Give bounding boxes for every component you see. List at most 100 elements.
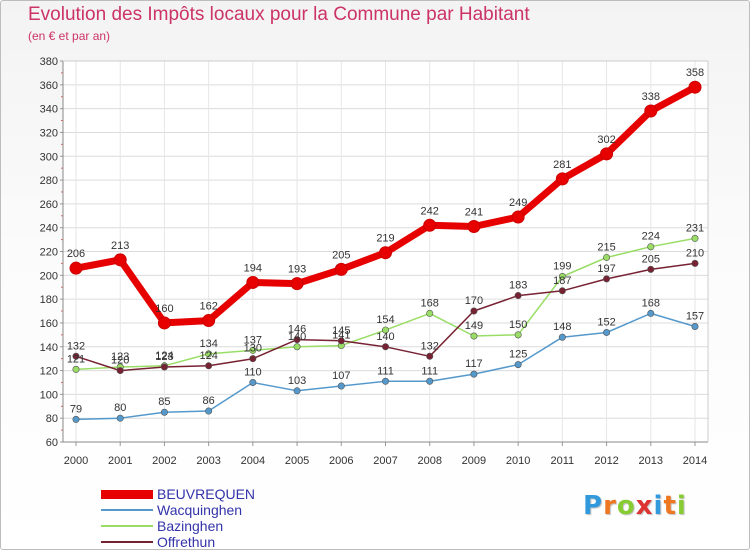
legend-swatch-wacquinghen <box>101 509 153 511</box>
data-point-bazinghen <box>691 234 699 242</box>
data-point-beuvrequen <box>423 218 437 232</box>
x-tick-label: 2012 <box>594 455 618 467</box>
x-tick-label: 2009 <box>462 455 486 467</box>
data-label-wacquinghen: 117 <box>465 358 483 370</box>
data-point-wacquinghen <box>337 382 345 390</box>
legend-item-beuvrequen: BEUVREQUEN <box>101 486 361 502</box>
data-point-offrethun <box>470 307 478 315</box>
y-tick-label: 340 <box>40 104 58 116</box>
y-tick-label: 160 <box>40 318 58 330</box>
data-point-offrethun <box>558 287 566 295</box>
logo-letter: x <box>635 491 654 521</box>
data-label-beuvrequen: 338 <box>642 91 660 103</box>
data-point-wacquinghen <box>470 370 478 378</box>
data-point-bazinghen <box>470 332 478 340</box>
data-point-beuvrequen <box>202 314 216 328</box>
data-label-wacquinghen: 110 <box>244 366 262 378</box>
data-label-bazinghen: 154 <box>376 314 394 326</box>
y-tick-label: 140 <box>40 342 58 354</box>
data-label-wacquinghen: 86 <box>203 395 215 407</box>
y-tick-label: 120 <box>40 366 58 378</box>
data-point-wacquinghen <box>381 377 389 385</box>
legend-swatch-offrethun <box>101 541 153 543</box>
data-label-beuvrequen: 302 <box>597 134 615 146</box>
data-label-beuvrequen: 162 <box>199 301 217 313</box>
y-tick-label: 380 <box>40 56 58 68</box>
legend-item-offrethun: Offrethun <box>101 534 361 549</box>
data-point-beuvrequen <box>379 246 392 260</box>
data-label-offrethun: 197 <box>597 263 615 275</box>
legend-label-wacquinghen: Wacquinghen <box>157 502 243 518</box>
data-label-bazinghen: 134 <box>199 338 217 350</box>
data-label-bazinghen: 140 <box>288 331 306 343</box>
data-point-beuvrequen <box>69 261 83 275</box>
legend: BEUVREQUEN Wacquinghen Bazinghen Offreth… <box>101 486 361 549</box>
data-label-bazinghen: 231 <box>686 222 704 234</box>
data-point-wacquinghen <box>116 414 124 422</box>
y-tick-label: 300 <box>40 151 58 163</box>
data-point-beuvrequen <box>600 147 614 161</box>
data-point-offrethun <box>337 337 345 345</box>
data-label-beuvrequen: 242 <box>421 205 439 217</box>
legend-label-bazinghen: Bazinghen <box>157 518 224 534</box>
y-tick-label: 60 <box>46 437 58 449</box>
data-label-wacquinghen: 148 <box>553 321 571 333</box>
data-label-wacquinghen: 111 <box>421 365 438 377</box>
data-point-wacquinghen <box>249 378 257 386</box>
y-tick-label: 180 <box>40 294 58 306</box>
data-label-offrethun: 132 <box>421 340 439 352</box>
data-point-wacquinghen <box>558 333 566 341</box>
data-point-wacquinghen <box>691 323 699 331</box>
data-point-offrethun <box>647 265 655 273</box>
label-layer: 79 80 85 86 110 103 107 111 111 117 125 148 152 168 15… <box>67 67 704 415</box>
x-tick-label: 2008 <box>417 455 441 467</box>
data-label-beuvrequen: 249 <box>509 197 527 209</box>
data-label-bazinghen: 215 <box>597 241 615 253</box>
x-tick-label: 2005 <box>285 455 309 467</box>
data-point-beuvrequen <box>511 210 525 224</box>
data-label-beuvrequen: 241 <box>465 206 483 218</box>
data-point-offrethun <box>514 292 522 300</box>
data-point-bazinghen <box>647 243 655 251</box>
data-label-offrethun: 132 <box>67 340 85 352</box>
data-label-wacquinghen: 111 <box>377 365 394 377</box>
y-tick-label: 200 <box>40 270 58 282</box>
data-point-bazinghen <box>381 326 389 334</box>
data-label-offrethun: 124 <box>199 350 217 362</box>
data-label-beuvrequen: 193 <box>288 264 306 276</box>
data-point-wacquinghen <box>72 415 80 423</box>
x-tick-label: 2013 <box>639 455 663 467</box>
data-point-bazinghen <box>558 273 566 281</box>
data-point-beuvrequen <box>157 316 171 330</box>
x-tick-label: 2014 <box>683 455 707 467</box>
data-point-beuvrequen <box>644 104 658 118</box>
axis-layer: 60 80 100 120 140 160 180 200 220 240 260 280 300 320… <box>40 56 709 467</box>
series-layer <box>69 80 702 423</box>
logo-letter: t <box>663 491 677 521</box>
data-point-wacquinghen <box>514 361 522 369</box>
data-label-wacquinghen: 85 <box>158 396 170 408</box>
y-tick-label: 100 <box>40 389 58 401</box>
data-label-offrethun: 146 <box>288 324 306 336</box>
x-tick-label: 2001 <box>108 455 132 467</box>
data-label-wacquinghen: 107 <box>332 370 350 382</box>
data-label-bazinghen: 149 <box>465 320 483 332</box>
data-label-wacquinghen: 79 <box>70 403 82 415</box>
legend-item-wacquinghen: Wacquinghen <box>101 502 361 518</box>
data-label-beuvrequen: 206 <box>67 248 85 260</box>
data-point-beuvrequen <box>290 277 304 291</box>
data-label-beuvrequen: 358 <box>686 67 704 79</box>
y-tick-label: 220 <box>40 247 58 259</box>
data-label-wacquinghen: 125 <box>509 349 527 361</box>
data-label-wacquinghen: 80 <box>114 402 126 414</box>
data-label-beuvrequen: 213 <box>111 240 129 252</box>
data-label-wacquinghen: 103 <box>288 375 306 387</box>
data-point-bazinghen <box>514 331 522 339</box>
data-point-offrethun <box>426 352 434 360</box>
data-label-offrethun: 170 <box>465 295 483 307</box>
data-label-beuvrequen: 205 <box>332 249 350 261</box>
data-label-beuvrequen: 160 <box>155 303 173 315</box>
chart-title: Evolution des Impôts locaux pour la Comm… <box>28 4 530 25</box>
x-tick-label: 2002 <box>152 455 176 467</box>
